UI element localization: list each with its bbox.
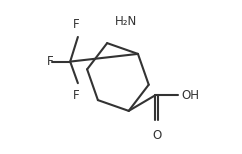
Text: H₂N: H₂N [114,15,137,28]
Text: F: F [73,89,80,102]
Text: O: O [152,129,161,142]
Text: OH: OH [181,89,199,102]
Text: F: F [73,18,80,31]
Text: F: F [47,55,54,68]
